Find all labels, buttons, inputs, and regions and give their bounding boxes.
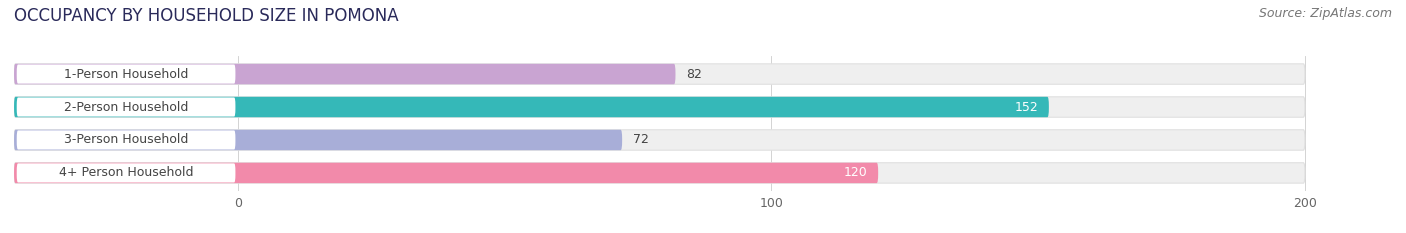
Text: 82: 82 xyxy=(686,68,702,81)
Text: 152: 152 xyxy=(1015,100,1038,113)
FancyBboxPatch shape xyxy=(14,130,1305,150)
FancyBboxPatch shape xyxy=(14,97,1049,117)
Text: 4+ Person Household: 4+ Person Household xyxy=(59,166,193,179)
FancyBboxPatch shape xyxy=(14,130,621,150)
FancyBboxPatch shape xyxy=(14,64,1305,84)
FancyBboxPatch shape xyxy=(14,163,879,183)
Text: 120: 120 xyxy=(844,166,868,179)
Text: 1-Person Household: 1-Person Household xyxy=(63,68,188,81)
Text: OCCUPANCY BY HOUSEHOLD SIZE IN POMONA: OCCUPANCY BY HOUSEHOLD SIZE IN POMONA xyxy=(14,7,399,25)
FancyBboxPatch shape xyxy=(17,130,235,150)
FancyBboxPatch shape xyxy=(14,64,675,84)
FancyBboxPatch shape xyxy=(17,97,235,116)
FancyBboxPatch shape xyxy=(17,65,235,84)
FancyBboxPatch shape xyxy=(14,163,1305,183)
FancyBboxPatch shape xyxy=(14,97,1305,117)
FancyBboxPatch shape xyxy=(17,163,235,182)
Text: 72: 72 xyxy=(633,134,648,147)
Text: Source: ZipAtlas.com: Source: ZipAtlas.com xyxy=(1258,7,1392,20)
Text: 3-Person Household: 3-Person Household xyxy=(63,134,188,147)
Text: 2-Person Household: 2-Person Household xyxy=(63,100,188,113)
